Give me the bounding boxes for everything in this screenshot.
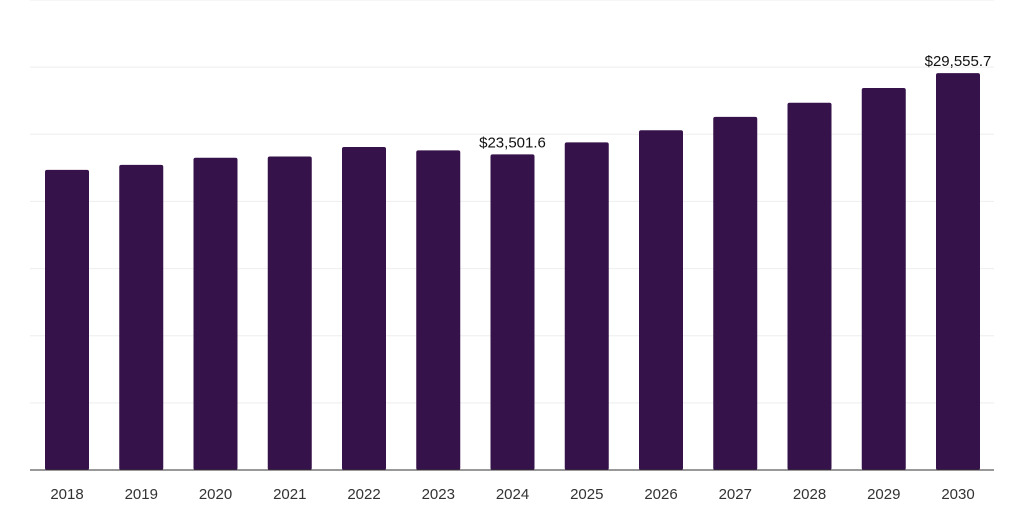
bar-2029 [861,87,906,470]
bar-2018 [45,169,89,470]
bar-2026 [639,130,683,470]
bar-2023 [416,150,461,470]
x-tick-label: 2029 [867,486,900,503]
data-label-2030: $29,555.7 [925,53,992,70]
x-tick-label: 2026 [644,486,677,503]
data-labels: $23,501.6 $29,555.7 [479,53,991,151]
x-tick-label: 2027 [719,486,752,503]
x-tick-label: 2025 [570,486,603,503]
x-tick-label: 2028 [793,486,826,503]
bar-2021 [267,156,312,470]
bar-2028 [787,102,832,470]
x-tick-label: 2024 [496,486,529,503]
x-tick-label: 2022 [347,486,380,503]
bar-2027 [713,116,758,470]
bar-2024 [490,154,535,470]
x-tick-label: 2021 [273,486,306,503]
x-tick-labels: 2018 2019 2020 2021 2022 2023 2024 2025 2026 2027… [50,486,974,503]
bar-2022 [342,147,386,471]
x-tick-label: 2020 [199,486,232,503]
bar-2025 [564,142,609,471]
bar-2020 [193,157,238,471]
data-label-2024: $23,501.6 [479,134,546,151]
x-tick-label: 2018 [50,486,83,503]
x-tick-label: 2019 [125,486,158,503]
bar-2030 [936,73,980,471]
x-tick-label: 2030 [941,486,974,503]
bars [45,73,980,471]
bar-2019 [119,164,164,470]
x-tick-label: 2023 [422,486,455,503]
